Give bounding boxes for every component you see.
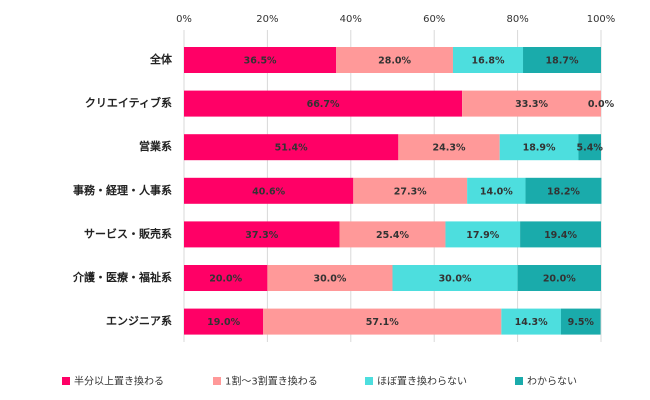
legend-label: 1割～3割置き換わる <box>225 375 318 388</box>
legend-swatch <box>62 377 70 385</box>
value-label: 36.5% <box>244 56 277 67</box>
category-label: 事務・経理・人事系 <box>73 183 172 197</box>
bar-segment <box>392 265 518 291</box>
bar-segment <box>184 47 337 73</box>
x-tick-label: 0% <box>176 14 192 25</box>
bar-segment <box>184 134 399 161</box>
legend-label: わからない <box>527 376 577 388</box>
bar-segment <box>499 134 579 161</box>
bar-segment <box>462 90 601 117</box>
category-label: クリエイティブ系 <box>85 96 172 110</box>
x-tick-label: 20% <box>256 14 278 25</box>
bar-segment <box>445 221 521 248</box>
bar-segment <box>267 265 393 291</box>
value-label: 37.3% <box>245 230 278 241</box>
value-label: 40.6% <box>252 186 285 197</box>
bar-segment <box>339 221 446 248</box>
value-label: 14.0% <box>480 186 513 197</box>
value-label: 24.3% <box>433 143 466 154</box>
bar-segment <box>523 47 601 73</box>
legend-label: ほぼ置き換わらない <box>377 376 467 388</box>
category-label: 介護・医療・福祉系 <box>72 270 172 284</box>
value-label: 27.3% <box>394 186 427 197</box>
value-label: 19.4% <box>544 230 577 241</box>
value-label: 18.9% <box>523 143 556 154</box>
value-label: 33.3% <box>515 99 548 110</box>
value-label: 20.0% <box>543 274 576 285</box>
category-label: サービス・販売系 <box>84 226 172 240</box>
value-label: 57.1% <box>366 317 399 328</box>
bar-segment <box>353 177 468 204</box>
bar-segment <box>336 47 453 73</box>
value-label: 14.3% <box>515 317 548 328</box>
value-label: 28.0% <box>378 56 411 67</box>
value-label: 25.4% <box>376 230 409 241</box>
bar-segment <box>578 134 601 161</box>
value-label: 0.0% <box>588 99 615 110</box>
category-label: エンジニア系 <box>106 314 172 328</box>
value-label: 51.4% <box>275 143 308 154</box>
bar-segment <box>560 308 601 335</box>
x-tick-label: 60% <box>423 14 445 25</box>
bar-segment <box>184 221 340 248</box>
bar-segment <box>501 308 561 335</box>
bar-segment <box>184 177 354 204</box>
value-label: 66.7% <box>307 99 340 110</box>
x-tick-label: 40% <box>340 14 362 25</box>
value-label: 18.2% <box>547 186 580 197</box>
category-label: 全体 <box>149 52 173 66</box>
bar-segment <box>517 265 601 291</box>
value-label: 9.5% <box>568 317 595 328</box>
legend-swatch <box>213 377 221 385</box>
x-tick-label: 80% <box>506 14 528 25</box>
value-label: 20.0% <box>209 274 242 285</box>
bar-segment <box>467 177 526 204</box>
bar-segment <box>452 47 524 73</box>
bar-segment <box>184 265 268 291</box>
legend-label: 半分以上置き換わる <box>74 375 164 388</box>
value-label: 5.4% <box>577 143 604 154</box>
value-label: 17.9% <box>466 230 499 241</box>
legend-swatch <box>365 377 373 385</box>
value-label: 19.0% <box>207 317 240 328</box>
bar-segment <box>520 221 601 248</box>
category-label: 営業系 <box>139 139 172 153</box>
value-label: 18.7% <box>546 56 579 67</box>
legend-swatch <box>515 377 523 385</box>
bar-segment <box>184 90 463 117</box>
bar-segment <box>525 177 602 204</box>
value-label: 30.0% <box>439 274 472 285</box>
x-tick-label: 100% <box>587 14 616 25</box>
bar-segment <box>184 308 264 335</box>
value-label: 30.0% <box>313 274 346 285</box>
bar-segment <box>263 308 502 335</box>
value-label: 16.8% <box>472 56 505 67</box>
bar-segment <box>398 134 500 161</box>
